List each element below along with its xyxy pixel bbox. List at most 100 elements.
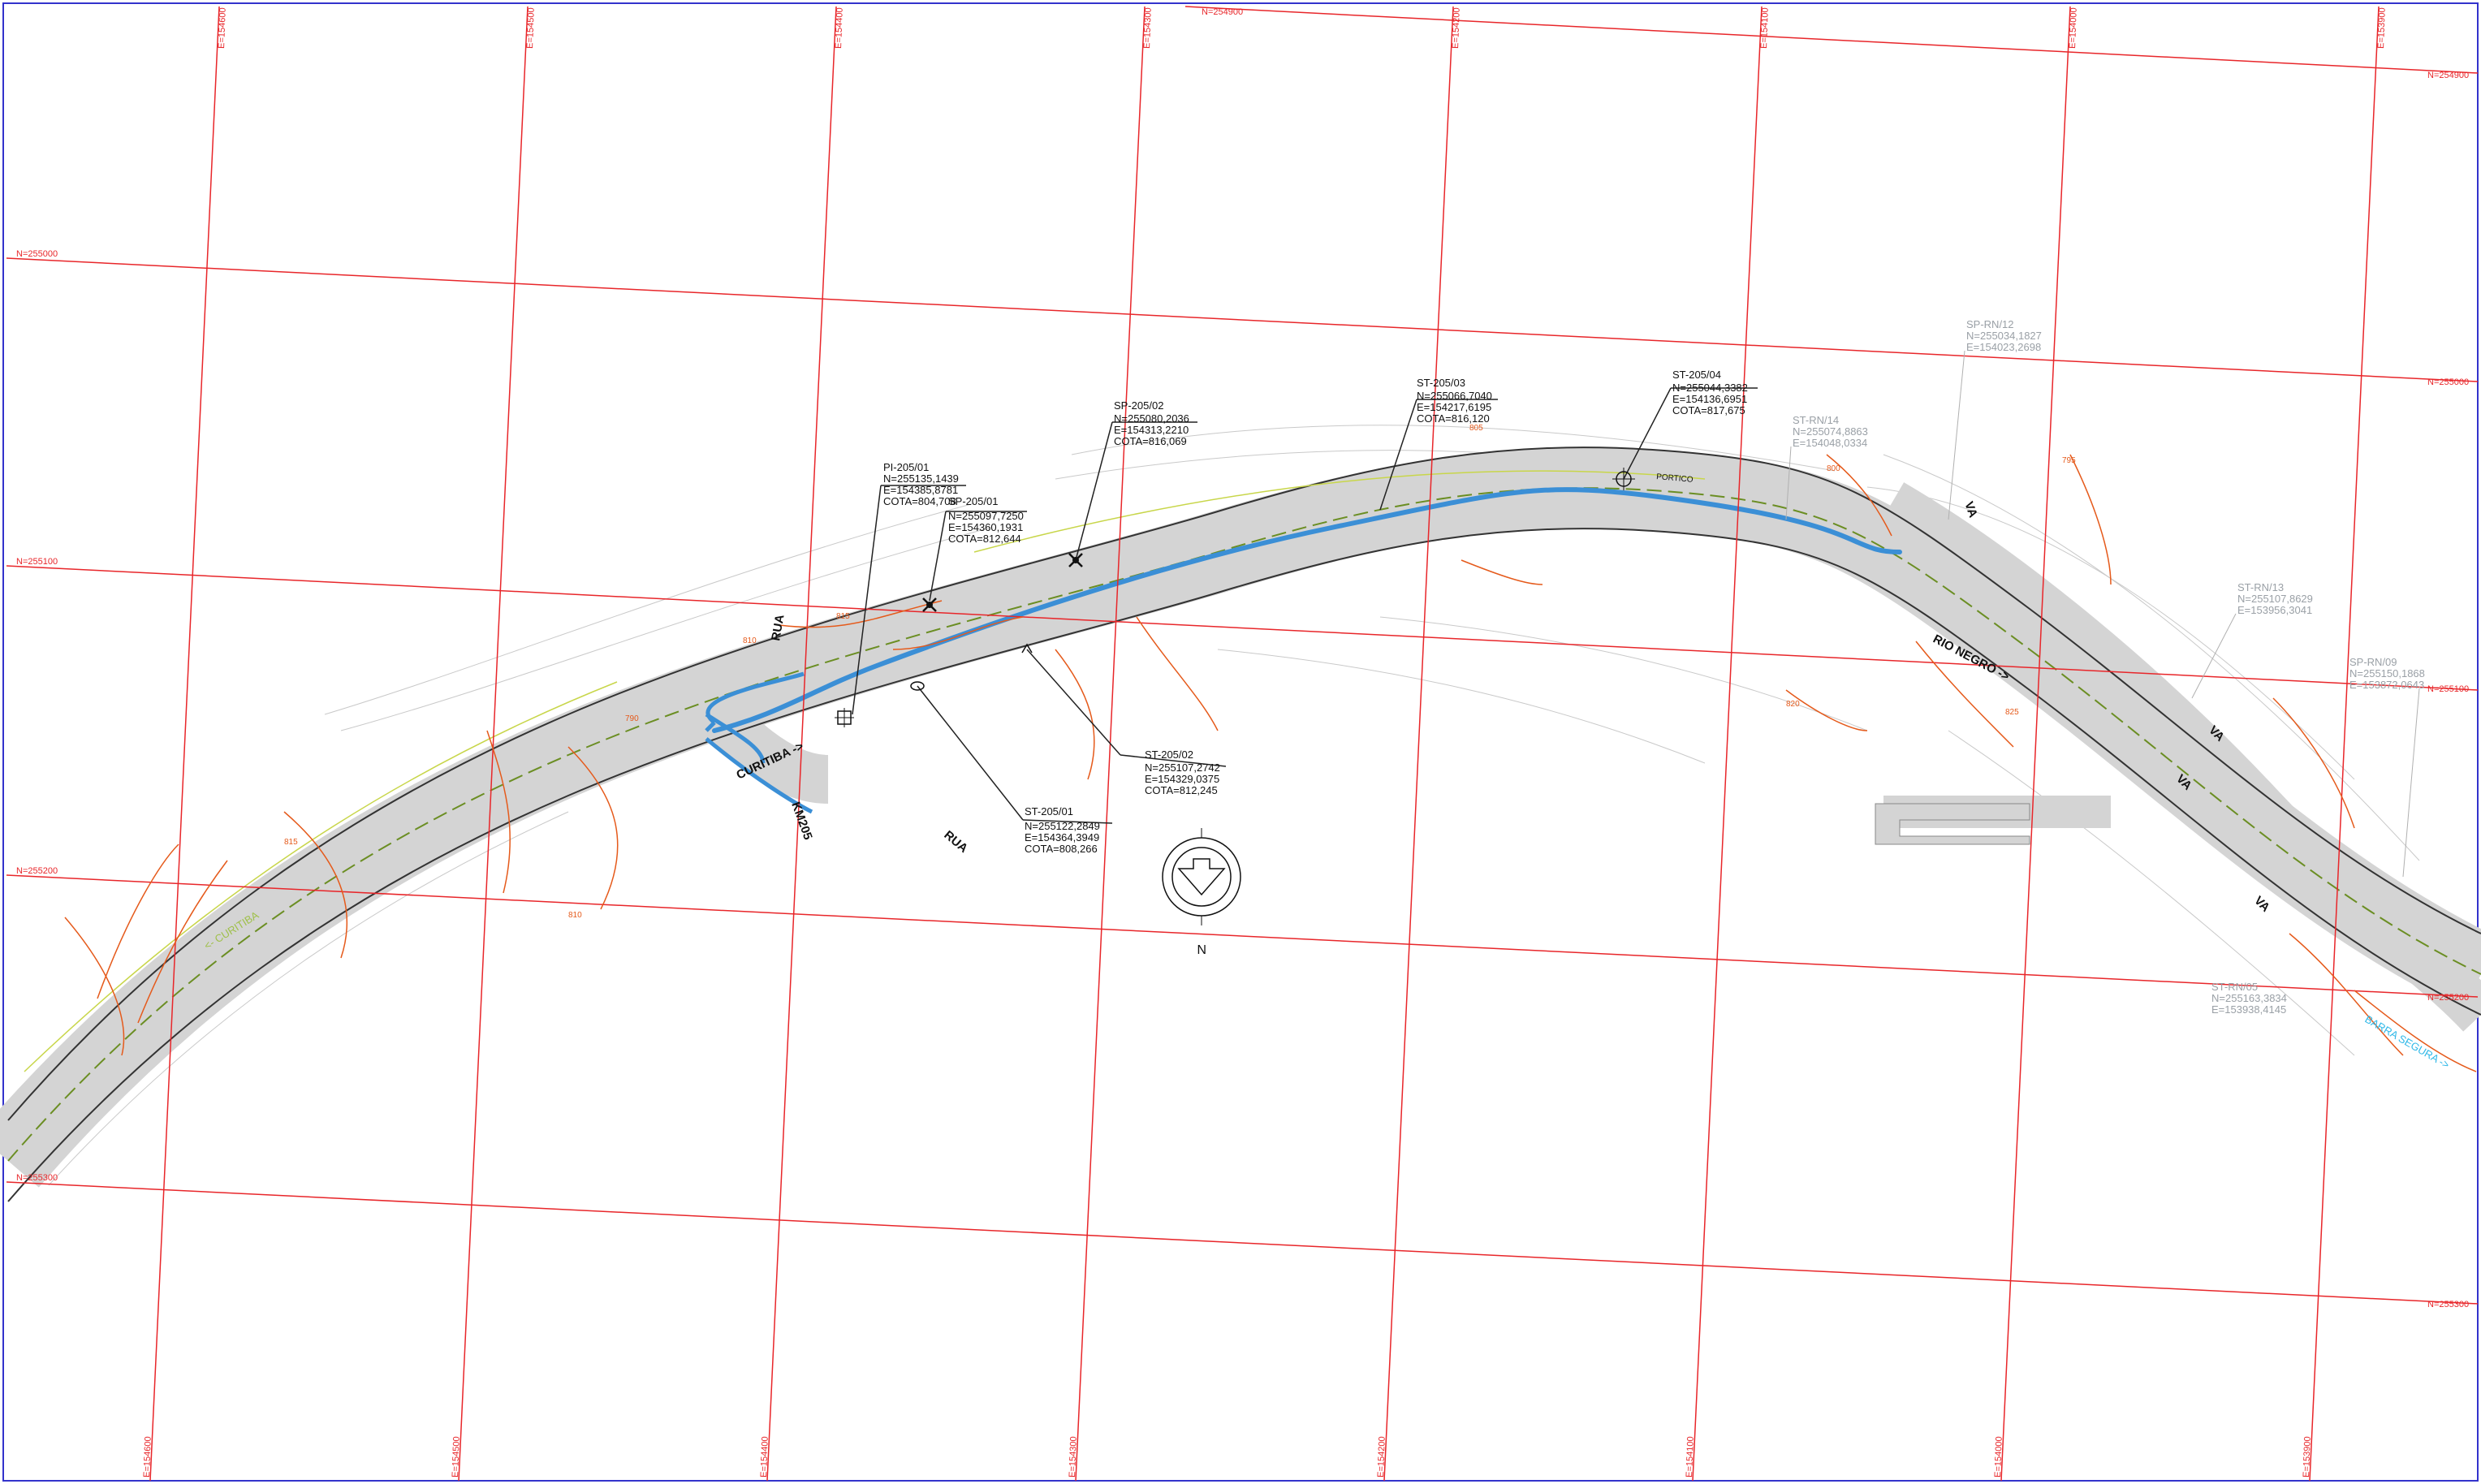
point-id: ST-RN/05 — [2211, 981, 2258, 993]
grid-label-n254900: N=254900 — [1202, 7, 1243, 17]
road-label-va-1: VA — [1961, 500, 1980, 520]
grid-label-e154100-top: E=154100 — [1759, 7, 1771, 49]
point-cota: COTA=812,644 — [948, 533, 1021, 545]
grid-label-n255100: N=255100 — [16, 557, 58, 567]
point-east: E=154217,6195 — [1417, 401, 1491, 413]
contour-label: 810 — [743, 636, 757, 645]
grid-label-e154300-top: E=154300 — [1142, 7, 1154, 49]
grid-label-e154500-top: E=154500 — [525, 7, 537, 49]
point-east: E=154136,6951 — [1672, 393, 1747, 405]
point-label-pi-205-01: PI-205/01 N=255135,1439 E=154385,8781 CO… — [883, 461, 959, 507]
point-label-st-205-04: ST-205/04 N=255044,3382 E=154136,6951 CO… — [1672, 369, 1748, 416]
contour-label: 795 — [2062, 456, 2076, 465]
road-label-portico: PORTICO — [1656, 472, 1694, 485]
grid-label-n255000-right: N=255000 — [2427, 377, 2469, 387]
point-id: SP-205/02 — [1114, 399, 1163, 412]
point-cota: COTA=816,069 — [1114, 435, 1187, 447]
grid-northing-lines — [6, 6, 2479, 1305]
grid-label-n255300-right: N=255300 — [2427, 1300, 2469, 1309]
point-north: N=255122,2849 — [1025, 820, 1100, 832]
road-band — [0, 447, 2481, 1188]
contour-label: 790 — [625, 714, 639, 723]
grid-label-e154600-bottom: E=154600 — [142, 1436, 153, 1478]
point-id: SP-205/01 — [948, 495, 998, 507]
point-cota: COTA=812,245 — [1145, 784, 1218, 796]
point-id: ST-RN/14 — [1793, 414, 1839, 426]
point-cota: COTA=804,708 — [883, 495, 956, 507]
point-label-sp-205-01: SP-205/01 N=255097,7250 E=154360,1931 CO… — [948, 495, 1024, 545]
point-north: N=255097,7250 — [948, 510, 1024, 522]
point-id: ST-RN/13 — [2237, 581, 2284, 593]
point-north: N=255135,1439 — [883, 472, 959, 485]
road-label-barra-segura: BARRA SEGURA -> — [2363, 1013, 2452, 1072]
point-label-st-205-01: ST-205/01 N=255122,2849 E=154364,3949 CO… — [1025, 805, 1100, 855]
point-east: E=154329,0375 — [1145, 773, 1219, 785]
grid-label-e154000-bottom: E=154000 — [1993, 1436, 2004, 1478]
point-id: ST-205/01 — [1025, 805, 1073, 817]
faded-label-st-rn-05: ST-RN/05 N=255163,3834 E=153938,4145 — [2211, 981, 2287, 1016]
faded-label-sp-rn-09: SP-RN/09 N=255150,1868 E=153872,0643 — [2349, 656, 2425, 691]
point-east: E=154364,3949 — [1025, 831, 1099, 843]
contour-labels: 815 810 805 800 795 790 820 825 815 810 — [284, 424, 2076, 920]
point-north: N=255150,1868 — [2349, 667, 2425, 679]
road-label-va-4: VA — [2251, 894, 2272, 915]
grid-label-n255200: N=255200 — [16, 866, 58, 876]
point-north: N=255074,8863 — [1793, 425, 1868, 438]
grid-labels: N=254900 N=254900 N=255000 N=255000 N=25… — [16, 7, 2469, 1478]
grid-label-e153900-bottom: E=153900 — [2302, 1436, 2313, 1478]
grid-label-e154400-top: E=154400 — [834, 7, 845, 49]
marker-sp-205-02 — [1068, 553, 1083, 567]
road-label-rua-left: RUA — [769, 614, 787, 642]
point-label-st-205-03: ST-205/03 N=255066,7040 E=154217,6195 CO… — [1417, 377, 1492, 425]
point-labels: PI-205/01 N=255135,1439 E=154385,8781 CO… — [883, 369, 1748, 855]
point-north: N=255107,2742 — [1145, 761, 1220, 774]
point-cota: COTA=816,120 — [1417, 412, 1490, 425]
contour-label: 815 — [284, 838, 298, 847]
grid-label-e154200-bottom: E=154200 — [1376, 1436, 1387, 1478]
point-cota: COTA=817,675 — [1672, 404, 1745, 416]
curb-highlight — [712, 487, 1902, 733]
grid-label-e154500-bottom: E=154500 — [451, 1436, 462, 1478]
grid-label-n255100-right: N=255100 — [2427, 684, 2469, 694]
point-label-st-205-02: ST-205/02 N=255107,2742 E=154329,0375 CO… — [1145, 748, 1220, 796]
point-east: E=154385,8781 — [883, 484, 958, 496]
contour-label: 825 — [2005, 708, 2019, 717]
grid-label-e154600-top: E=154600 — [217, 7, 228, 49]
point-north: N=255044,3382 — [1672, 382, 1748, 394]
faded-label-st-rn-13: ST-RN/13 N=255107,8629 E=153956,3041 — [2237, 581, 2313, 616]
faded-label-sp-rn-12: SP-RN/12 N=255034,1827 E=154023,2698 — [1966, 318, 2042, 353]
side-platform — [1875, 803, 2030, 845]
point-east: E=154048,0334 — [1793, 437, 1867, 449]
marker-st-205-01 — [910, 681, 925, 691]
point-north: N=255034,1827 — [1966, 330, 2042, 342]
faded-label-st-rn-14: ST-RN/14 N=255074,8863 E=154048,0334 — [1793, 414, 1868, 449]
contour-lines — [64, 454, 2477, 1072]
road-label-rua-bottom: RUA — [941, 828, 970, 856]
point-east: E=154313,2210 — [1114, 424, 1189, 436]
faded-point-labels: SP-RN/12 N=255034,1827 E=154023,2698 ST-… — [1793, 318, 2425, 1016]
point-east: E=154360,1931 — [948, 521, 1023, 533]
point-north: N=255080,2036 — [1114, 412, 1189, 425]
contour-label: 820 — [1786, 700, 1800, 709]
survey-markers — [835, 468, 1635, 727]
road-label-km: KM205 — [788, 800, 815, 842]
grid-label-n255000: N=255000 — [16, 249, 58, 259]
point-east: E=153938,4145 — [2211, 1003, 2286, 1016]
point-north: N=255163,3834 — [2211, 992, 2287, 1004]
point-id: PI-205/01 — [883, 461, 929, 473]
marker-st-205-04 — [1612, 468, 1635, 490]
marker-st-205-02 — [1021, 643, 1033, 654]
road-edges — [7, 446, 2481, 1202]
grid-label-n255200-right: N=255200 — [2427, 993, 2469, 1003]
point-east: E=153956,3041 — [2237, 604, 2312, 616]
point-north: N=255066,7040 — [1417, 390, 1492, 402]
grid-label-e154300-bottom: E=154300 — [1068, 1436, 1079, 1478]
contour-label: 815 — [836, 612, 850, 621]
point-east: E=154023,2698 — [1966, 341, 2041, 353]
grid-label-e154400-bottom: E=154400 — [759, 1436, 770, 1478]
point-id: SP-RN/09 — [2349, 656, 2397, 668]
grid-label-n255300: N=255300 — [16, 1173, 58, 1183]
grid-label-e154100-bottom: E=154100 — [1685, 1436, 1696, 1478]
